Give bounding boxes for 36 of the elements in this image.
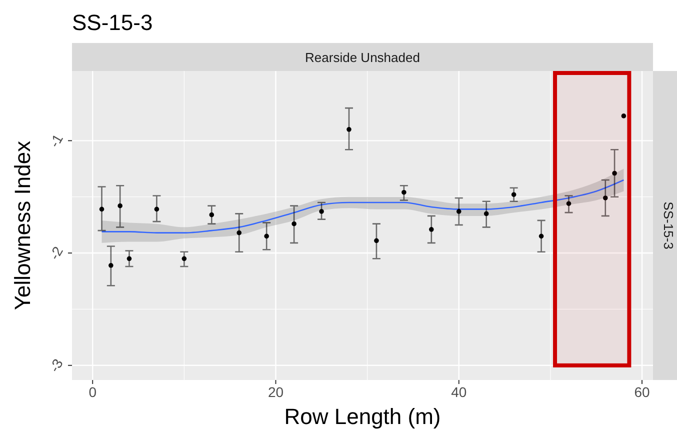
point (429, 227, 434, 232)
x-tick-label: 40 (451, 384, 467, 400)
point (374, 238, 379, 244)
x-tick-label: 20 (268, 384, 284, 400)
point (456, 209, 462, 214)
chart-title: SS-15-3 (72, 10, 153, 35)
y-axis-title: Yellowness Index (10, 140, 35, 310)
point (154, 206, 160, 212)
point (484, 211, 489, 216)
point (319, 209, 324, 214)
point (511, 192, 516, 197)
point (108, 262, 114, 268)
y-tick-label: -3 (46, 356, 66, 375)
x-tick-label: 60 (634, 384, 650, 400)
panel-strip: Rearside Unshaded (72, 43, 653, 71)
point (602, 196, 608, 200)
point (182, 256, 187, 262)
point (621, 114, 626, 118)
y-tick-label: -2 (46, 243, 66, 262)
point (538, 234, 544, 239)
point (99, 206, 104, 212)
point (264, 234, 269, 239)
panel-strip: SS-15-3 (653, 71, 677, 380)
x-tick-label: 0 (88, 384, 97, 400)
line-series (101, 179, 624, 234)
point (292, 221, 296, 226)
point (126, 256, 132, 262)
point (566, 201, 572, 206)
point (118, 203, 122, 208)
point (209, 212, 214, 218)
point (236, 230, 242, 236)
point (612, 170, 617, 176)
x-axis-title: Row Length (m) (284, 404, 441, 429)
point (402, 190, 406, 195)
y-tick-label: -1 (46, 131, 66, 150)
point (346, 127, 352, 132)
